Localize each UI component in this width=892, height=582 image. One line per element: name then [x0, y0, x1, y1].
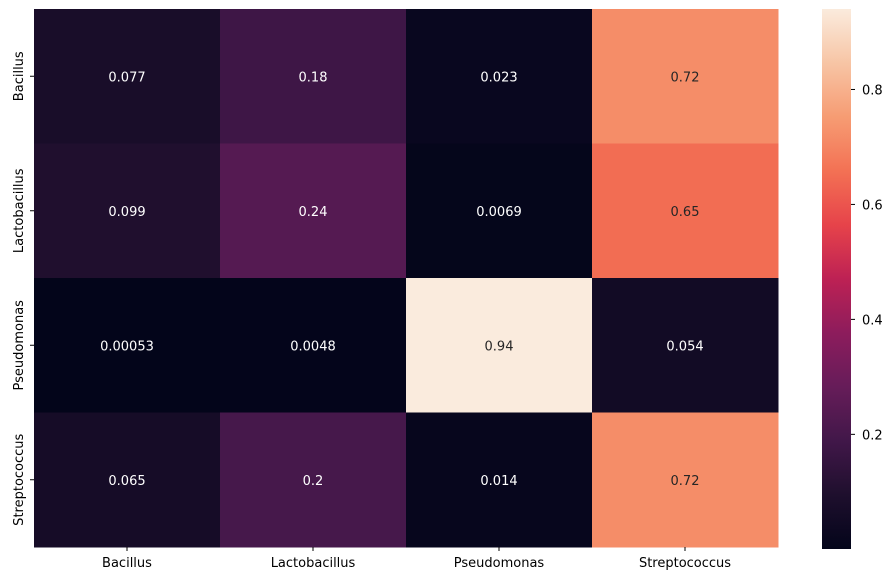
x-tick-label: Lactobacillus: [271, 556, 356, 571]
heatmap-cell: [592, 412, 779, 548]
colorbar-tick-label: 0.6: [862, 198, 883, 213]
cell-value-label: 0.023: [480, 70, 517, 85]
heatmap-cell: [406, 143, 593, 279]
cell-value-label: 0.72: [671, 474, 700, 489]
x-axis: Bacillus Lactobacillus Pseudomonas Streptoc…: [102, 547, 731, 571]
heatmap-cell: [34, 9, 221, 144]
heatmap-cell: [34, 143, 221, 279]
y-tick-label: Streptococcus: [12, 433, 27, 525]
cell-value-label: 0.2: [303, 474, 324, 489]
colorbar-tick-label: 0.8: [862, 83, 883, 98]
heatmap-cell: [592, 143, 779, 279]
colorbar-gradient: [822, 9, 851, 549]
heatmap-cell: [592, 9, 779, 144]
heatmap-cell: [592, 278, 779, 413]
cell-value-label: 0.94: [485, 339, 514, 354]
heatmap-cell: [406, 412, 593, 548]
heatmap-cell: [220, 9, 407, 144]
heatmap-cell: [406, 9, 593, 144]
heatmap-cell: [220, 278, 407, 413]
y-axis: Bacillus Lactobacillus Pseudomonas Streptoc…: [12, 51, 34, 526]
y-tick-label: Bacillus: [12, 51, 27, 101]
heatmap-cell: [220, 143, 407, 279]
cell-value-label: 0.72: [671, 70, 700, 85]
cell-value-label: 0.18: [299, 70, 328, 85]
heatmap-cells: 0.077 0.18 0.023 0.72 0.099 0.24 0.0069 0.65 0.0…: [34, 9, 779, 548]
cell-value-label: 0.099: [108, 205, 145, 220]
colorbar-tick-label: 0.4: [862, 313, 883, 328]
heatmap-cell: [34, 278, 221, 413]
colorbar: 0.2 0.4 0.6 0.8: [822, 9, 883, 549]
cell-value-label: 0.054: [666, 339, 703, 354]
cell-value-label: 0.24: [299, 205, 328, 220]
cell-value-label: 0.065: [108, 474, 145, 489]
colorbar-tick-label: 0.2: [862, 428, 883, 443]
y-tick-label: Lactobacillus: [12, 168, 27, 253]
cell-value-label: 0.0069: [476, 205, 522, 220]
x-tick-label: Pseudomonas: [454, 556, 545, 571]
cell-value-label: 0.65: [671, 205, 700, 220]
y-tick-label: Pseudomonas: [12, 300, 27, 391]
cell-value-label: 0.077: [108, 70, 145, 85]
cell-value-label: 0.014: [480, 474, 517, 489]
x-tick-label: Bacillus: [102, 556, 152, 571]
heatmap-cell: [34, 412, 221, 548]
cell-value-label: 0.00053: [100, 339, 154, 354]
x-tick-label: Streptococcus: [639, 556, 731, 571]
heatmap-cell: [220, 412, 407, 548]
cell-value-label: 0.0048: [290, 339, 336, 354]
heatmap-cell: [406, 278, 593, 413]
